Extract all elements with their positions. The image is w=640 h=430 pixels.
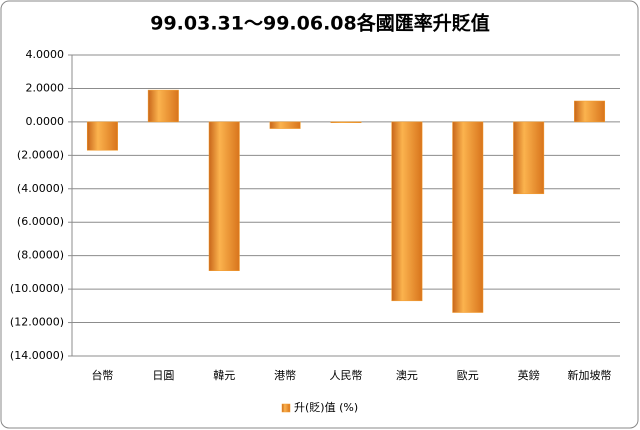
bar — [86, 121, 118, 151]
legend-label: 升(貶)值 (%) — [294, 401, 358, 414]
bar — [391, 121, 423, 302]
chart-title: 99.03.31～99.06.08各國匯率升貶值 — [150, 12, 490, 35]
x-tick-label: 新加坡幣 — [568, 368, 612, 382]
y-tick-label: (12.0000) — [10, 316, 64, 329]
bar — [513, 121, 545, 195]
x-tick-label: 英鎊 — [518, 368, 540, 382]
bar — [208, 121, 240, 271]
x-tick-label: 韓元 — [213, 369, 235, 382]
bar — [574, 100, 606, 123]
bar — [330, 121, 362, 123]
bar — [269, 121, 301, 129]
y-tick-label: (2.0000) — [17, 148, 64, 161]
y-tick-label: 4.0000 — [26, 48, 65, 61]
y-tick-label: 0.0000 — [26, 115, 65, 128]
y-tick-label: 2.0000 — [26, 81, 65, 94]
x-tick-label: 港幣 — [274, 369, 296, 382]
bar — [452, 121, 484, 313]
x-tick-label: 人民幣 — [330, 369, 363, 382]
y-tick-label: (10.0000) — [10, 282, 64, 295]
x-tick-label: 日圓 — [152, 369, 174, 382]
y-tick-label: (14.0000) — [10, 349, 64, 362]
x-tick-label: 歐元 — [457, 368, 479, 382]
legend-swatch — [281, 403, 291, 413]
x-tick-label: 台幣 — [91, 368, 113, 382]
x-tick-label: 澳元 — [396, 369, 418, 382]
y-tick-label: (4.0000) — [17, 182, 64, 195]
y-tick-label: (6.0000) — [17, 215, 64, 228]
bar — [147, 89, 179, 123]
y-tick-label: (8.0000) — [17, 249, 64, 262]
